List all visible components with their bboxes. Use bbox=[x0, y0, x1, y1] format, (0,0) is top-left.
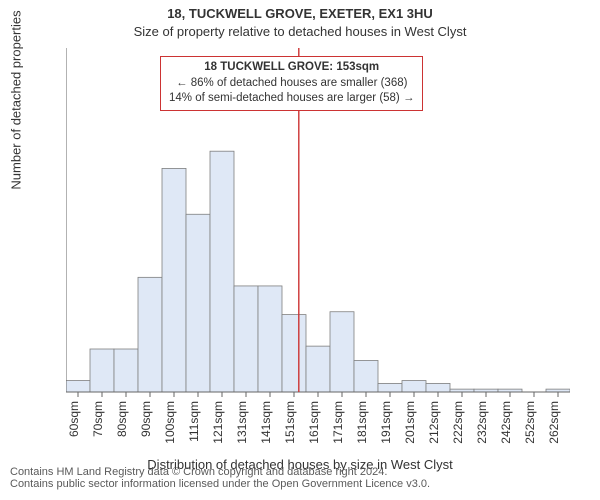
page-title: 18, TUCKWELL GROVE, EXETER, EX1 3HU bbox=[0, 6, 600, 21]
svg-text:191sqm: 191sqm bbox=[379, 401, 393, 444]
svg-text:131sqm: 131sqm bbox=[235, 401, 249, 444]
svg-text:242sqm: 242sqm bbox=[499, 401, 513, 444]
svg-text:161sqm: 161sqm bbox=[307, 401, 321, 444]
svg-text:262sqm: 262sqm bbox=[547, 401, 561, 444]
annotation-line3: 14% of semi-detached houses are larger (… bbox=[169, 91, 414, 107]
svg-text:121sqm: 121sqm bbox=[211, 401, 225, 444]
svg-text:252sqm: 252sqm bbox=[523, 401, 537, 444]
svg-text:141sqm: 141sqm bbox=[259, 401, 273, 444]
svg-text:90sqm: 90sqm bbox=[139, 401, 153, 437]
svg-text:70sqm: 70sqm bbox=[91, 401, 105, 437]
svg-text:181sqm: 181sqm bbox=[355, 401, 369, 444]
footer: Contains HM Land Registry data © Crown c… bbox=[0, 462, 600, 500]
annotation-line1: 18 TUCKWELL GROVE: 153sqm bbox=[169, 60, 414, 76]
y-axis-label: Number of detached properties bbox=[9, 0, 24, 250]
annotation-line2: ← 86% of detached houses are smaller (36… bbox=[169, 76, 414, 92]
footer-line2: Contains public sector information licen… bbox=[10, 478, 590, 490]
svg-text:232sqm: 232sqm bbox=[475, 401, 489, 444]
svg-text:151sqm: 151sqm bbox=[283, 401, 297, 444]
svg-text:212sqm: 212sqm bbox=[427, 401, 441, 444]
svg-text:201sqm: 201sqm bbox=[403, 401, 417, 444]
svg-text:60sqm: 60sqm bbox=[67, 401, 81, 437]
svg-text:111sqm: 111sqm bbox=[187, 401, 201, 442]
svg-text:80sqm: 80sqm bbox=[115, 401, 129, 437]
svg-text:222sqm: 222sqm bbox=[451, 401, 465, 444]
annotation-box: 18 TUCKWELL GROVE: 153sqm ← 86% of detac… bbox=[160, 56, 423, 111]
svg-text:171sqm: 171sqm bbox=[331, 401, 345, 444]
footer-line1: Contains HM Land Registry data © Crown c… bbox=[10, 466, 590, 478]
page-subtitle: Size of property relative to detached ho… bbox=[0, 24, 600, 39]
svg-text:100sqm: 100sqm bbox=[163, 401, 177, 444]
